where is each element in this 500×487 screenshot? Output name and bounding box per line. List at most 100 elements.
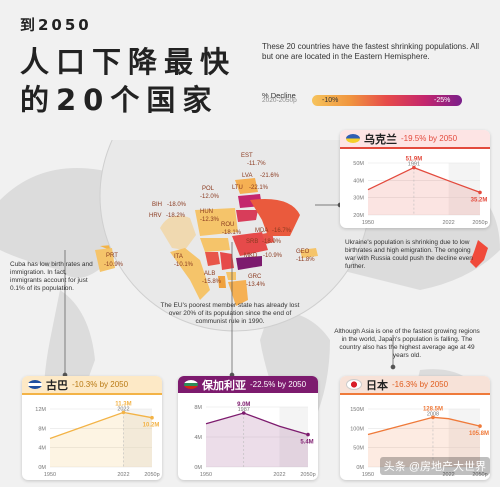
ukraine-series-line: [367, 166, 481, 194]
legend-period: 2020-2050p: [262, 97, 297, 104]
japan-note: Although Asia is one of the fastest grow…: [334, 328, 480, 359]
ukraine-note: Ukraine's population is shrinking due to…: [345, 239, 473, 270]
cuba-y-tick: 8M: [38, 426, 46, 432]
legend-max-label: -25%: [434, 97, 451, 104]
japan-area: [368, 417, 480, 467]
japan-end-label: 105.8M: [469, 431, 489, 437]
ukraine-x-tick: 1950: [362, 220, 374, 226]
intro-blurb: These 20 countries have the fastest shri…: [262, 42, 480, 61]
ukraine-x-tick: 2050p: [472, 220, 487, 226]
cuba-y-tick: 4M: [38, 446, 46, 452]
title-line-1: 人口下降最快: [20, 45, 237, 79]
cuba-y-tick: 0M: [38, 465, 46, 471]
europe-country-labels: EST -11.7% LVA -21.6% LTU -22.1% POL -12…: [104, 153, 315, 288]
cuba-flag-icon: [28, 380, 42, 389]
bulgaria-end-point: [306, 432, 310, 437]
label-bih-value: -18.0%: [167, 202, 187, 208]
legend-gradient-bar: [312, 95, 462, 106]
ukraine-flag-icon: [346, 134, 360, 143]
bulgaria-peak-label: 9.0M: [237, 402, 250, 408]
japan-x-tick: 2022: [443, 472, 455, 478]
ukraine-end-point: [478, 190, 482, 195]
cuba-peak-year: 2022: [117, 406, 129, 412]
watermark: 头条 @房地产大世界: [379, 457, 490, 475]
ukraine-end-label: 35.2M: [471, 197, 488, 203]
legend-title: % Decline: [262, 91, 296, 100]
japan-shape: [470, 240, 488, 268]
label-ltu-code: LTU: [232, 185, 243, 191]
label-prt-value: -10.9%: [104, 262, 124, 268]
label-prt-code: PRT: [106, 253, 118, 259]
label-est-value: -11.7%: [247, 161, 266, 167]
japan-peak-point: [431, 415, 435, 420]
ukraine-country-name: 乌克兰: [364, 132, 397, 146]
label-hrv-value: -18.2%: [166, 213, 186, 219]
bulgaria-card-header: 保加利亚 -22.5% by 2050: [178, 376, 318, 393]
bulgaria-peak-year: 1987: [238, 407, 250, 413]
label-hrv-code: HRV: [149, 213, 162, 219]
japan-y-tick: 0M: [356, 465, 364, 471]
label-ltu-value: -22.1%: [249, 185, 269, 191]
ukraine-area: [368, 167, 480, 215]
ukraine-x-tick: 2022: [443, 220, 455, 226]
cuba-peak-label: 11.3M: [115, 401, 131, 407]
europe-note: The EU's poorest member state has alread…: [160, 302, 300, 325]
label-ita-value: -10.1%: [174, 262, 194, 268]
label-est-code: EST: [241, 153, 253, 159]
cuba-peak-point: [121, 410, 126, 415]
label-rou-code: ROU: [221, 222, 234, 228]
label-grc-code: GRC: [248, 274, 262, 280]
ukraine-y-tick: 30M: [353, 196, 364, 202]
cuba-card-header: 古巴 -10.3% by 2050: [22, 376, 162, 395]
cuba-x-tick: 2022: [117, 472, 129, 478]
cuba-projection-band: [123, 409, 152, 467]
label-hun-value: -12.3%: [200, 217, 220, 223]
label-mda-value: -16.7%: [272, 228, 292, 234]
japan-country-name: 日本: [366, 378, 388, 392]
subtitle: 到2050: [20, 16, 92, 34]
label-geo-value: -11.8%: [296, 257, 315, 263]
ukraine-y-tick: 20M: [353, 213, 364, 219]
ukraine-peak-point: [412, 165, 416, 170]
japan-card-header: 日本 -16.3% by 2050: [340, 376, 490, 395]
bulgaria-series-line: [205, 412, 309, 436]
ukraine-peak-label: 51.9M: [406, 157, 423, 163]
label-srb-code: SRB: [246, 239, 258, 245]
label-grc-value: -13.4%: [246, 282, 266, 288]
label-ita-code: ITA: [174, 254, 183, 260]
bulgaria-x-tick: 2050p: [300, 472, 315, 478]
cuba-end-label: 10.2M: [143, 423, 160, 429]
ukraine-card: 乌克兰 -19.5% by 2050 20M 30M 40M 50M 1950 2022 2…: [340, 130, 490, 228]
bulgaria-y-tick: 8M: [194, 405, 202, 411]
cuba-country-name: 古巴: [46, 378, 68, 392]
label-mkd-value: -10.9%: [263, 253, 283, 259]
ukraine-projection-band: [448, 163, 480, 215]
cuba-card: 古巴 -10.3% by 2050 0M 4M 8M 12M 1950 2022 2050p…: [22, 376, 162, 480]
japan-card: 日本 -16.3% by 2050 0M 50M 100M 150M 1950 2022 2…: [340, 376, 490, 480]
japan-x-tick: 1950: [362, 472, 374, 478]
label-geo-code: GEO: [296, 249, 310, 255]
label-rou-value: -18.1%: [222, 230, 242, 236]
bulgaria-flag-icon: [184, 380, 198, 389]
bulgaria-end-label: 5.4M: [300, 440, 313, 446]
label-bih-code: BIH: [152, 202, 162, 208]
japan-header-stat: -16.3% by 2050: [392, 380, 449, 389]
cuba-header-stat: -10.3% by 2050: [72, 380, 129, 389]
japan-flag-icon: [346, 379, 362, 390]
label-hun-code: HUN: [200, 209, 213, 215]
japan-y-tick: 100M: [350, 426, 364, 432]
legend-min-label: -10%: [322, 97, 339, 104]
bulgaria-card: 保加利亚 -22.5% by 2050 0M 4M 8M 1950 2022 2050p 9…: [178, 376, 318, 480]
bulgaria-y-tick: 0M: [194, 465, 202, 471]
cuba-end-point: [150, 415, 154, 420]
cuba-area: [50, 412, 152, 467]
japan-y-tick: 50M: [353, 446, 364, 452]
ukraine-peak-year: 1991: [408, 162, 420, 168]
label-mkd-code: MKD: [244, 253, 258, 259]
label-alb-code: ALB: [204, 271, 215, 277]
label-alb-value: -15.8%: [202, 279, 222, 285]
